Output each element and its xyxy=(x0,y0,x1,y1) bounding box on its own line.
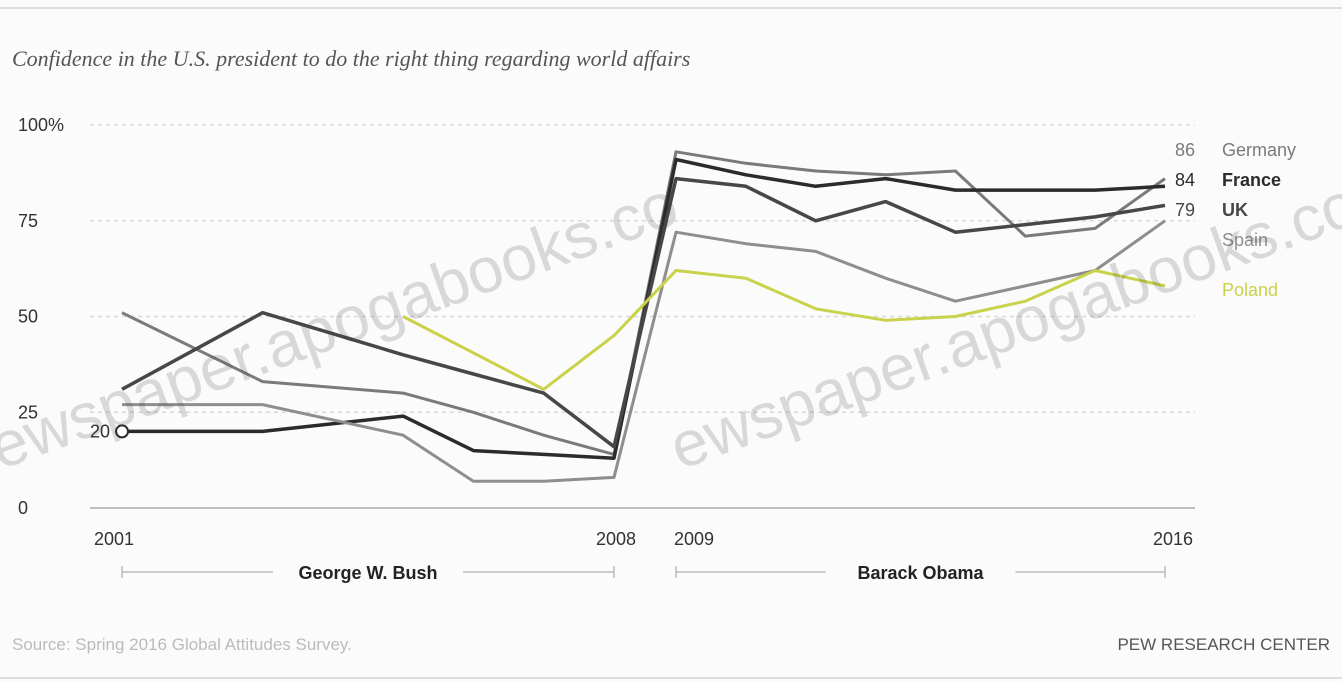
series-line-uk xyxy=(121,176,1166,449)
y-tick-label: 75 xyxy=(18,211,38,231)
presidency-eras: George W. Bush Barack Obama xyxy=(121,563,1166,583)
series-line-poland xyxy=(402,269,1166,391)
legend-label-france: France xyxy=(1222,170,1281,190)
legend-label-poland: Poland xyxy=(1222,280,1278,300)
x-tick-label: 2001 xyxy=(94,529,134,549)
y-tick-label: 100% xyxy=(18,115,64,135)
x-tick-label: 2009 xyxy=(674,529,714,549)
legend-label-spain: Spain xyxy=(1222,230,1268,250)
era-label: Barack Obama xyxy=(857,563,984,583)
era-label: George W. Bush xyxy=(298,563,437,583)
brand-label: PEW RESEARCH CENTER xyxy=(1117,635,1330,654)
x-tick-label: 2008 xyxy=(596,529,636,549)
legend-label-germany: Germany xyxy=(1222,140,1296,160)
end-value-label: 84 xyxy=(1175,170,1195,190)
start-value-label: 20 xyxy=(90,421,110,441)
series-lines: 20 xyxy=(90,150,1166,483)
y-axis-ticks: 100% 75 50 25 0 xyxy=(18,115,64,518)
chart-title: Confidence in the U.S. president to do t… xyxy=(12,46,690,71)
series-line-spain xyxy=(122,219,1166,483)
x-tick-label: 2016 xyxy=(1153,529,1193,549)
watermarks: ewspaper.apogabooks.co ewspaper.apogaboo… xyxy=(0,167,1342,483)
x-axis-ticks: 2001 2008 2009 2016 xyxy=(94,529,1193,549)
watermark-left: ewspaper.apogabooks.co xyxy=(0,167,687,483)
source-note: Source: Spring 2016 Global Attitudes Sur… xyxy=(12,635,352,654)
end-value-label: 86 xyxy=(1175,140,1195,160)
legend-label-uk: UK xyxy=(1222,200,1248,220)
end-value-label: 79 xyxy=(1175,200,1195,220)
start-point-marker xyxy=(115,424,129,439)
y-tick-label: 50 xyxy=(18,307,38,327)
series-line-france xyxy=(122,157,1166,460)
y-tick-label: 0 xyxy=(18,498,28,518)
y-tick-label: 25 xyxy=(18,402,38,422)
legend: 86 Germany 84 France 79 UK Spain Poland xyxy=(1175,140,1296,300)
